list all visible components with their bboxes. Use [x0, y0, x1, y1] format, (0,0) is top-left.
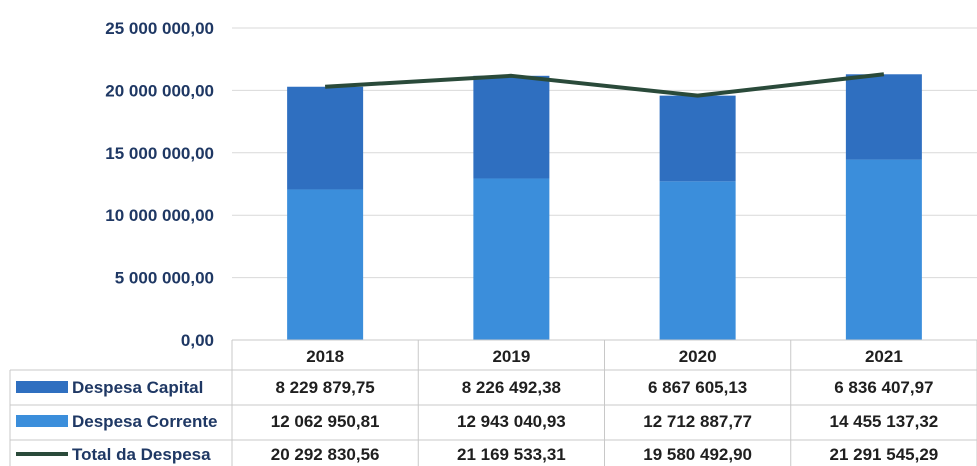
series-name: Total da Despesa	[72, 445, 211, 464]
data-label: 8 226 492,38	[462, 378, 561, 397]
legend-key-despesa-capital	[16, 381, 68, 393]
x-category-label: 2019	[492, 347, 530, 366]
data-label: 19 580 492,90	[643, 445, 752, 464]
y-tick-label: 10 000 000,00	[105, 206, 214, 225]
y-tick-label: 15 000 000,00	[105, 144, 214, 163]
data-label: 12 062 950,81	[271, 412, 380, 431]
data-table: 2018 2019 2020 2021 Despesa Capital 8 229 879…	[9, 339, 977, 466]
y-tick-label: 25 000 000,00	[105, 19, 214, 38]
total-line	[325, 72, 885, 98]
data-label: 21 291 545,29	[830, 445, 939, 464]
y-axis: 0,00 5 000 000,00 10 000 000,00 15 000 000,…	[105, 19, 214, 350]
data-label: 21 169 533,31	[457, 445, 566, 464]
bar-despesa-capital	[659, 95, 736, 182]
legend-key-despesa-corrente	[16, 415, 68, 427]
y-tick-label: 5 000 000,00	[115, 269, 214, 288]
bar-despesa-capital	[845, 74, 922, 160]
data-label: 6 836 407,97	[834, 378, 933, 397]
data-label: 8 229 879,75	[275, 378, 374, 397]
y-tick-label: 0,00	[181, 331, 214, 350]
y-tick-label: 20 000 000,00	[105, 81, 214, 100]
bar-despesa-corrente	[845, 159, 922, 340]
data-label: 6 867 605,13	[648, 378, 747, 397]
data-label: 12 943 040,93	[457, 412, 566, 431]
x-category-label: 2018	[306, 347, 344, 366]
series-name: Despesa Capital	[72, 378, 203, 397]
line-total-da-despesa	[325, 72, 885, 98]
series-name: Despesa Corrente	[72, 412, 218, 431]
bar-despesa-capital	[473, 75, 550, 179]
bars	[287, 74, 922, 340]
data-label: 12 712 887,77	[643, 412, 752, 431]
data-label: 14 455 137,32	[830, 412, 939, 431]
x-category-label: 2021	[865, 347, 903, 366]
bar-despesa-capital	[287, 86, 364, 190]
bar-despesa-corrente	[659, 181, 736, 340]
data-label: 20 292 830,56	[271, 445, 380, 464]
bar-despesa-corrente	[287, 189, 364, 340]
x-category-label: 2020	[679, 347, 717, 366]
bar-despesa-corrente	[473, 178, 550, 340]
